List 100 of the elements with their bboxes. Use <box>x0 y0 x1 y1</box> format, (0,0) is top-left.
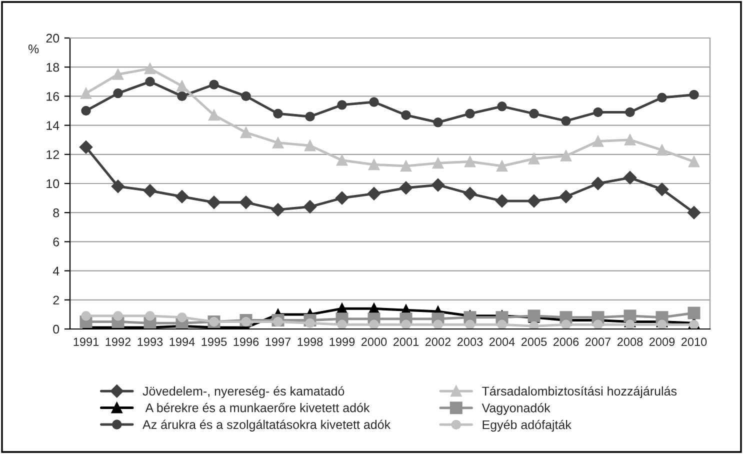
y-tick-label: 10 <box>46 179 60 188</box>
point <box>688 306 700 320</box>
x-tick-label: 2003 <box>457 338 483 346</box>
point <box>113 88 123 98</box>
point <box>689 320 699 329</box>
y-tick-label: 2 <box>53 296 59 304</box>
point <box>273 316 283 327</box>
point <box>335 191 349 205</box>
point <box>464 156 476 168</box>
x-tick-label: 1994 <box>170 338 195 346</box>
point <box>495 194 509 208</box>
point <box>177 312 187 322</box>
point <box>337 320 347 329</box>
x-tick-label: 2009 <box>649 338 675 346</box>
point <box>432 158 444 169</box>
point <box>367 187 381 200</box>
x-tick-label: 1992 <box>106 338 131 346</box>
point <box>655 182 669 196</box>
point <box>401 110 411 120</box>
x-tick-label: 2007 <box>585 338 611 346</box>
point <box>465 108 475 119</box>
point <box>624 134 636 146</box>
point <box>623 171 637 184</box>
x-tick-label: 2004 <box>489 338 515 346</box>
point <box>560 150 572 162</box>
point <box>79 140 93 154</box>
point <box>304 140 316 152</box>
point <box>336 154 348 166</box>
point <box>305 112 315 122</box>
x-tick-label: 1993 <box>138 338 163 346</box>
point <box>465 320 475 329</box>
point <box>401 320 411 329</box>
point <box>528 153 540 164</box>
point <box>337 100 347 110</box>
point <box>305 318 315 328</box>
point <box>496 160 508 172</box>
point <box>81 106 91 116</box>
x-tick-label: 1997 <box>266 338 291 346</box>
point <box>593 320 603 329</box>
legend-label: Egyéb adófajták <box>482 420 572 432</box>
y-tick-label: 18 <box>46 62 60 72</box>
x-tick-label: 2008 <box>617 338 643 346</box>
point <box>176 80 188 92</box>
point <box>625 320 635 329</box>
point <box>657 320 667 329</box>
point <box>368 159 380 170</box>
point <box>175 190 189 204</box>
legend-label: Az árukra és a szolgáltatásokra kivetett adók <box>142 420 391 432</box>
point <box>399 181 413 194</box>
point <box>80 88 92 99</box>
legend-label: Vagyonadók <box>482 403 550 415</box>
point <box>273 108 283 119</box>
x-tick-label: 2010 <box>681 338 707 346</box>
point <box>657 92 667 103</box>
point <box>656 144 668 156</box>
y-tick-label: 0 <box>53 324 60 334</box>
point <box>241 91 251 102</box>
point <box>369 320 379 329</box>
point <box>239 196 253 210</box>
point <box>112 68 124 80</box>
point <box>177 91 187 102</box>
point <box>593 107 603 118</box>
point <box>561 116 571 126</box>
point <box>271 203 285 216</box>
x-tick-label: 1995 <box>202 338 227 346</box>
point <box>144 63 156 74</box>
x-tick-label: 1998 <box>298 338 323 346</box>
point <box>303 200 317 214</box>
point <box>111 180 125 193</box>
x-tick-label: 2005 <box>521 338 547 346</box>
y-axis-title: % <box>28 44 39 54</box>
y-tick-label: 4 <box>52 266 60 276</box>
y-tick-label: 16 <box>46 92 60 101</box>
x-tick-label: 2006 <box>553 338 579 346</box>
x-tick-label: 2002 <box>425 338 451 346</box>
point <box>207 196 221 210</box>
y-tick-label: 8 <box>53 208 60 218</box>
point <box>561 320 571 329</box>
x-tick-label: 1999 <box>330 338 355 346</box>
point <box>240 127 252 138</box>
point <box>687 206 701 220</box>
point <box>145 311 155 321</box>
point <box>208 110 220 121</box>
point <box>113 311 123 321</box>
point <box>81 311 91 321</box>
y-tick-label: 12 <box>46 150 59 159</box>
point <box>688 156 700 168</box>
point <box>527 194 541 208</box>
point <box>592 136 604 147</box>
point <box>431 178 445 192</box>
point <box>624 310 636 322</box>
point <box>400 160 412 172</box>
point <box>241 316 251 327</box>
legend-label: Jövedelem-, nyereség- és kamatadó <box>142 386 344 398</box>
point <box>591 176 605 190</box>
point <box>463 187 477 200</box>
y-tick-label: 14 <box>46 121 60 130</box>
point <box>369 97 379 107</box>
point <box>433 118 443 128</box>
point <box>625 107 635 118</box>
